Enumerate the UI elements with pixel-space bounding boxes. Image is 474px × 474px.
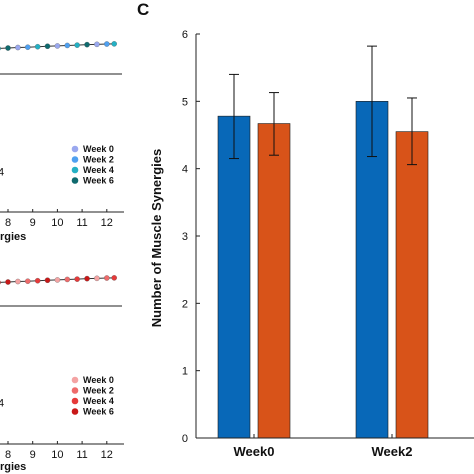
curve-point — [54, 43, 61, 49]
bar-week2-series-1 — [395, 131, 429, 439]
x-tick-label: 8 — [5, 449, 11, 461]
left-top-xlabel-fragment: rgies — [0, 231, 26, 243]
y-tick-label: 1 — [182, 366, 188, 378]
y-axis-label: Number of Muscle Synergies — [149, 149, 164, 327]
x-tick-label: 12 — [101, 449, 113, 461]
curve-point — [5, 279, 11, 285]
legend-label: Week 4 — [83, 165, 114, 175]
curve-point — [0, 280, 1, 285]
week4-red-marker — [71, 397, 79, 405]
week2-blue-marker — [71, 156, 79, 163]
left-bottom-x-ticks: 8 9 10 11 12 4 — [0, 398, 113, 462]
cropped-tick-label: 4 — [0, 167, 4, 179]
cropped-tick-label: 4 — [0, 398, 4, 410]
curve-point — [15, 278, 21, 285]
y-tick-label: 6 — [182, 29, 188, 41]
x-tick-label: 12 — [101, 217, 113, 229]
curve-point — [0, 46, 1, 51]
legend-label: Week 6 — [83, 407, 114, 417]
week0-red-marker — [71, 376, 79, 384]
curve-point — [74, 42, 80, 48]
panel-letter: C — [137, 0, 149, 19]
x-tick-label: 10 — [51, 449, 63, 461]
curve-point — [44, 43, 51, 49]
curve-point — [15, 44, 21, 51]
curve-point — [104, 275, 110, 281]
curve-point — [5, 45, 11, 51]
curve-point — [25, 44, 31, 50]
curve-point — [104, 41, 110, 47]
week4-blue-marker — [71, 166, 79, 174]
curve-point — [64, 42, 71, 49]
week6-blue-marker — [71, 177, 79, 184]
bars — [217, 101, 429, 439]
y-tick-label: 3 — [182, 231, 188, 243]
curve-point — [94, 41, 100, 48]
y-tick-label: 2 — [182, 298, 188, 310]
y-tick-label: 0 — [182, 433, 188, 445]
x-tick-label: 9 — [30, 449, 36, 461]
y-tick-label: 4 — [182, 164, 188, 176]
bar-week0-series-0 — [217, 115, 251, 439]
bar-week2-series-0 — [355, 101, 389, 439]
curve-point — [25, 278, 31, 284]
x-tick-label-week0: Week0 — [234, 444, 275, 459]
x-ticks: Week0 Week2 — [234, 434, 413, 459]
left-bottom-curve — [0, 275, 117, 285]
x-tick-label: 8 — [5, 217, 11, 229]
legend-label: Week 0 — [83, 144, 114, 154]
week0-blue-marker — [71, 145, 79, 153]
legend-label: Week 6 — [83, 176, 114, 186]
curve-point — [84, 275, 90, 282]
curve-point — [94, 275, 100, 282]
x-tick-label-week2: Week2 — [372, 444, 413, 459]
week2-red-marker — [71, 387, 79, 394]
curve-point — [34, 277, 41, 284]
left-top-curve — [0, 41, 117, 51]
legend-label: Week 2 — [83, 386, 114, 396]
x-tick-label: 9 — [30, 217, 36, 229]
curve-point — [74, 276, 80, 282]
x-tick-label: 11 — [76, 449, 87, 461]
week6-red-marker — [71, 408, 79, 415]
bar-week0-series-1 — [257, 123, 291, 439]
x-tick-label: 11 — [76, 217, 87, 229]
legend-label: Week 4 — [83, 396, 114, 406]
y-ticks: 0 1 2 3 4 5 6 — [182, 29, 200, 445]
curve-point — [84, 41, 90, 48]
panel-c-bar-chart: C Number of Muscle Synergies 0 1 2 3 4 5 6 Wee… — [137, 0, 474, 459]
curve-point — [111, 275, 117, 281]
curve-point — [54, 277, 61, 283]
x-tick-label: 10 — [51, 217, 63, 229]
curve-point — [111, 41, 117, 47]
curve-point — [34, 43, 41, 50]
curve-point — [64, 276, 71, 283]
y-tick-label: 5 — [182, 96, 188, 108]
legend-label: Week 0 — [83, 375, 114, 385]
curve-point — [44, 277, 51, 283]
error-bars — [229, 45, 417, 166]
left-top-x-ticks: 8 9 10 11 12 4 — [0, 167, 113, 230]
left-bottom-xlabel-fragment: rgies — [0, 461, 26, 473]
legend-label: Week 2 — [83, 155, 114, 165]
